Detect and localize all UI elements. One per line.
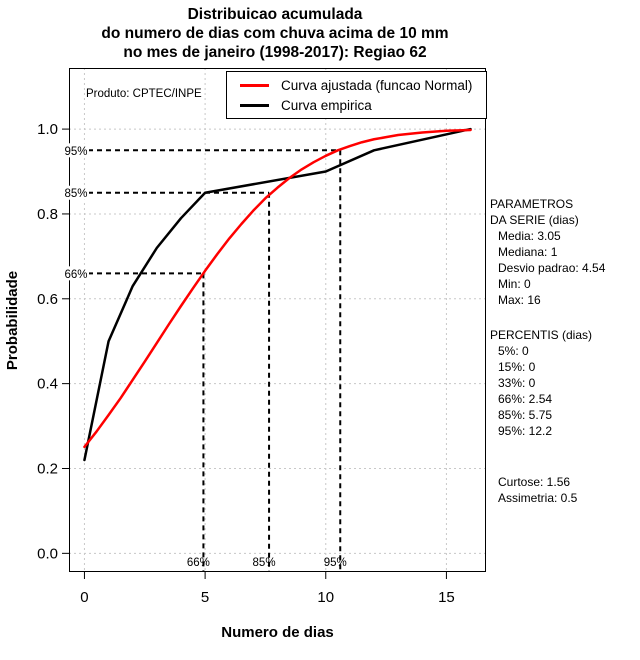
- legend-label-fitted: Curva ajustada (funcao Normal): [281, 77, 473, 93]
- parameters-block: PARAMETROS DA SERIE (dias) Media: 3.05 M…: [490, 196, 605, 308]
- guide-label-left: 85%: [64, 188, 87, 200]
- param-desvio-padrao: Desvio padrao: 4.54: [498, 261, 606, 275]
- y-axis-title: Probabilidade: [4, 270, 22, 370]
- y-tick-label: 1.0: [37, 121, 58, 138]
- param-max: Max: 16: [498, 293, 541, 307]
- guide-label-mask: [63, 266, 89, 281]
- y-tick-label: 0.6: [37, 291, 58, 308]
- param-min: Min: 0: [498, 277, 531, 291]
- guide-label-mask: [63, 143, 89, 158]
- percentil-5: 5%: 0: [498, 344, 529, 358]
- x-tick-label: 5: [201, 589, 209, 606]
- moments-block: Curtose: 1.56 Assimetria: 0.5: [490, 474, 605, 506]
- percentil-15: 15%: 0: [498, 360, 536, 374]
- x-axis-title: Numero de dias: [221, 624, 334, 641]
- x-tick-label: 15: [438, 589, 455, 606]
- guide-label-left: 66%: [64, 269, 87, 281]
- empirical-line-swatch: [240, 103, 269, 107]
- plot-border: [69, 68, 486, 572]
- chart-title-line-2: do numero de dias com chuva acima de 10 …: [101, 25, 449, 42]
- legend: Curva ajustada (funcao Normal) Curva emp…: [226, 71, 487, 119]
- guide-label-bottom: 85%: [253, 557, 276, 569]
- chart-title-line-3: no mes de janeiro (1998-2017): Regiao 62: [123, 44, 427, 61]
- legend-label-empirical: Curva empirica: [281, 97, 372, 113]
- product-label: Produto: CPTEC/INPE: [86, 88, 202, 100]
- y-tick-label: 0.8: [37, 206, 58, 223]
- statistics-panel: PARAMETROS DA SERIE (dias) Media: 3.05 M…: [490, 196, 605, 506]
- plot-area: 0 5 10 15 0.0 0.2 0.4 0.6 0.8 1.0 66% 66% 85% 85% 95% 9…: [37, 68, 486, 606]
- parameters-title-line-2: DA SERIE (dias): [490, 213, 579, 227]
- percentiles-block: PERCENTIS (dias) 5%: 0 15%: 0 33%: 0 66%…: [490, 327, 605, 439]
- percentiles-title: PERCENTIS (dias): [490, 328, 593, 342]
- y-tick-label: 0.4: [37, 376, 58, 393]
- percentil-85: 85%: 5.75: [498, 408, 553, 422]
- stat-assimetria: Assimetria: 0.5: [498, 491, 578, 505]
- y-tick-label: 0.2: [37, 460, 58, 477]
- percentil-66: 66%: 2.54: [498, 392, 553, 406]
- param-media: Media: 3.05: [498, 229, 561, 243]
- x-tick-label: 0: [80, 589, 88, 606]
- plot-svg: 0 5 10 15 0.0 0.2 0.4 0.6 0.8 1.0 66% 66% 85% 85% 95% 9…: [37, 68, 486, 606]
- chart-title-line-1: Distribuicao acumulada: [187, 6, 363, 23]
- guide-label-bottom: 95%: [324, 557, 347, 569]
- y-tick-label: 0.0: [37, 545, 58, 562]
- guide-label-bottom: 66%: [187, 557, 210, 569]
- y-axis-title-wrap: Probabilidade: [0, 68, 26, 572]
- fitted-curve: [83, 128, 472, 449]
- chart-title: Distribuicao acumulada do numero de dias…: [40, 5, 510, 62]
- stat-curtose: Curtose: 1.56: [498, 475, 571, 489]
- legend-item-fitted: Curva ajustada (funcao Normal): [240, 78, 486, 93]
- guide-label-left: 95%: [64, 146, 87, 158]
- percentil-33: 33%: 0: [498, 376, 536, 390]
- x-tick-label: 10: [317, 589, 334, 606]
- guide-label-mask: [63, 185, 89, 200]
- parameters-title-line-1: PARAMETROS: [490, 197, 574, 211]
- empirical-curve: [83, 127, 472, 462]
- percentil-95: 95%: 12.2: [498, 424, 553, 438]
- fitted-line-swatch: [240, 83, 269, 87]
- legend-item-empirical: Curva empirica: [240, 98, 486, 113]
- param-mediana: Mediana: 1: [498, 245, 558, 259]
